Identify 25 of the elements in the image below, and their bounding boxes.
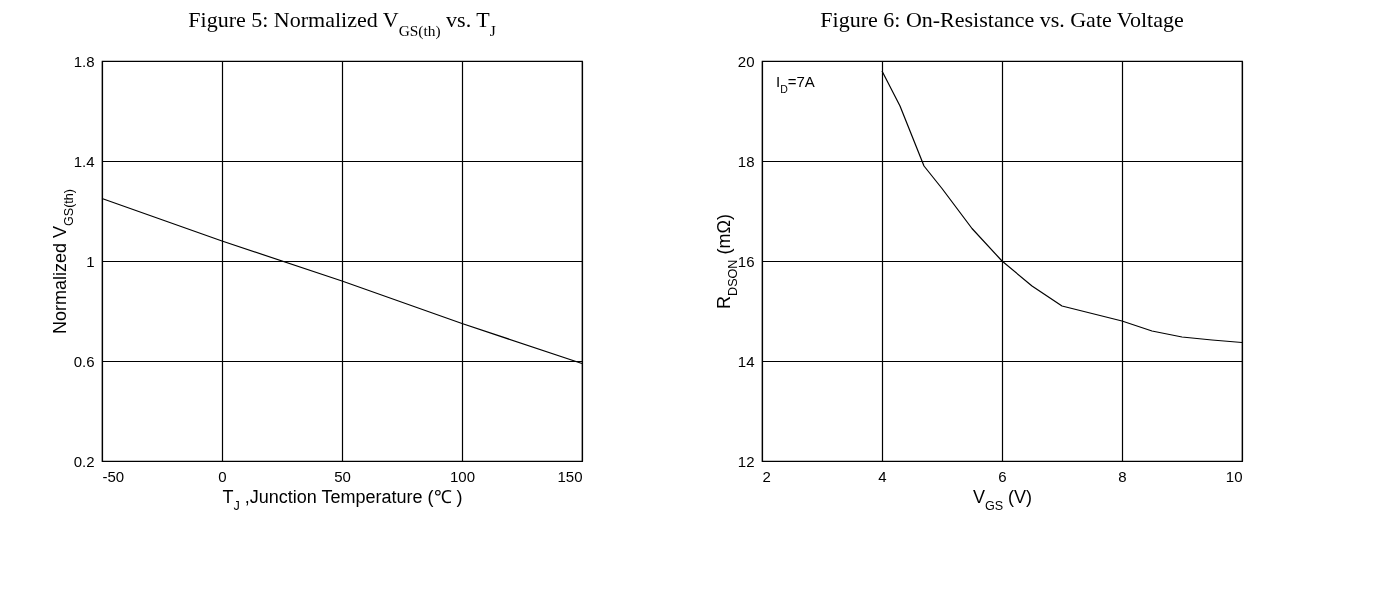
annotation: I$_{D}$=7A xyxy=(776,73,815,95)
y-tick-label: 16 xyxy=(737,252,755,270)
x-tick-label: -50 xyxy=(102,467,125,485)
chart-title: Figure 6: On-Resistance vs. Gate Voltage xyxy=(820,7,1184,32)
x-tick-label: 100 xyxy=(449,467,476,485)
y-tick-label: 18 xyxy=(737,152,755,170)
y-tick-label: 20 xyxy=(737,52,755,70)
y-tick-label: 1 xyxy=(86,252,95,270)
y-tick-label: 1.8 xyxy=(73,52,95,70)
y-tick-label: 0.6 xyxy=(73,352,95,370)
y-tick-label: 14 xyxy=(737,352,755,370)
y-tick-label: 0.2 xyxy=(73,452,95,470)
x-tick-label: 8 xyxy=(1118,467,1127,485)
x-tick-label: 6 xyxy=(998,467,1007,485)
x-tick-label: 150 xyxy=(557,467,583,485)
x-tick-label: 0 xyxy=(218,467,227,485)
x-axis-title: V$_{GS}$ (V) xyxy=(972,486,1033,513)
y-tick-label: 12 xyxy=(737,452,755,470)
chart-title: Figure 5: Normalized V$_{GS(th)}$ vs. T$_{J}$ xyxy=(188,7,496,40)
y-tick-label: 1.4 xyxy=(73,152,95,170)
x-axis-title: T$_{J}$ ,Junction Temperature (℃ ) xyxy=(222,486,463,513)
x-tick-label: 50 xyxy=(334,467,351,485)
x-tick-label: 10 xyxy=(1225,467,1243,485)
x-tick-label: 2 xyxy=(762,467,771,485)
x-tick-label: 4 xyxy=(878,467,887,485)
